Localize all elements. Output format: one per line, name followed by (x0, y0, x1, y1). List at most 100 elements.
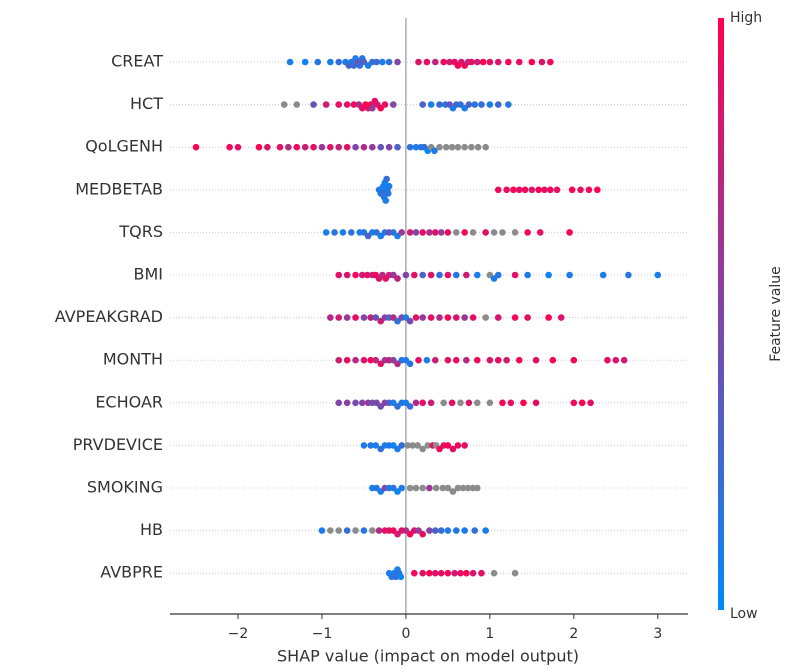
point (625, 271, 632, 279)
point (419, 445, 427, 453)
point (459, 484, 467, 492)
point (431, 147, 438, 155)
point (367, 356, 374, 364)
point (478, 569, 485, 577)
point (427, 399, 435, 407)
point (578, 399, 586, 407)
point (461, 442, 468, 449)
point (426, 484, 433, 492)
point (310, 143, 317, 151)
point (360, 143, 368, 151)
point (360, 442, 368, 449)
point (406, 484, 414, 492)
point (585, 186, 593, 194)
point (436, 143, 443, 151)
row-label: HB (140, 520, 163, 539)
point (457, 569, 464, 577)
point (427, 271, 435, 279)
point (446, 58, 453, 66)
point (604, 356, 611, 364)
point (406, 403, 414, 410)
colorbar-high: High (730, 10, 762, 26)
point (280, 101, 288, 108)
point (335, 356, 343, 364)
row-label: PRVDEVICE (73, 435, 163, 454)
point (367, 314, 374, 321)
point (457, 399, 464, 407)
point (437, 527, 445, 534)
point (478, 101, 485, 108)
point (431, 569, 439, 577)
point (449, 445, 457, 453)
point (471, 527, 479, 534)
point (452, 356, 460, 364)
point (363, 271, 371, 279)
point (468, 143, 475, 151)
point (431, 229, 439, 236)
x-tick-label: 0 (401, 626, 410, 642)
point (360, 527, 368, 534)
point (473, 58, 481, 66)
point (318, 527, 326, 534)
point (545, 314, 552, 321)
point (419, 484, 427, 492)
point (570, 356, 578, 364)
point (255, 143, 263, 151)
point (327, 527, 334, 534)
point (490, 569, 498, 577)
point (494, 186, 502, 194)
point (482, 527, 489, 534)
point (394, 143, 401, 151)
point (524, 271, 531, 279)
point (594, 186, 601, 194)
point (412, 229, 420, 236)
point (411, 569, 418, 577)
point (440, 399, 447, 407)
point (343, 101, 351, 108)
point (419, 530, 427, 538)
point (411, 271, 418, 279)
point (352, 356, 359, 364)
point (343, 399, 351, 407)
point (331, 229, 338, 236)
point (444, 484, 452, 492)
row-label: ECHOAR (95, 392, 163, 411)
point (276, 143, 284, 151)
point (423, 58, 431, 66)
point (486, 399, 494, 407)
point (423, 356, 431, 364)
point (464, 484, 472, 492)
x-axis-label: SHAP value (impact on model output) (277, 647, 579, 666)
point (538, 58, 546, 66)
point (390, 101, 397, 108)
point (547, 186, 554, 194)
point (541, 186, 548, 194)
point (226, 143, 233, 151)
point (444, 229, 452, 236)
point (566, 229, 573, 236)
row-label: AVPEAKGRAD (55, 307, 163, 326)
point (419, 569, 427, 577)
point (448, 143, 456, 151)
point (511, 271, 519, 279)
point (440, 58, 447, 66)
point (372, 356, 379, 364)
point (469, 569, 477, 577)
point (449, 488, 457, 495)
point (469, 314, 477, 321)
point (343, 314, 351, 321)
point (335, 527, 343, 534)
point (465, 399, 473, 407)
point (442, 143, 450, 151)
point (398, 229, 406, 236)
point (473, 271, 481, 279)
point (419, 271, 427, 279)
point (343, 356, 351, 364)
point (620, 356, 628, 364)
point (503, 356, 510, 364)
point (444, 569, 452, 577)
point (352, 314, 359, 321)
point (398, 484, 406, 492)
point (545, 271, 552, 279)
point (406, 360, 414, 368)
